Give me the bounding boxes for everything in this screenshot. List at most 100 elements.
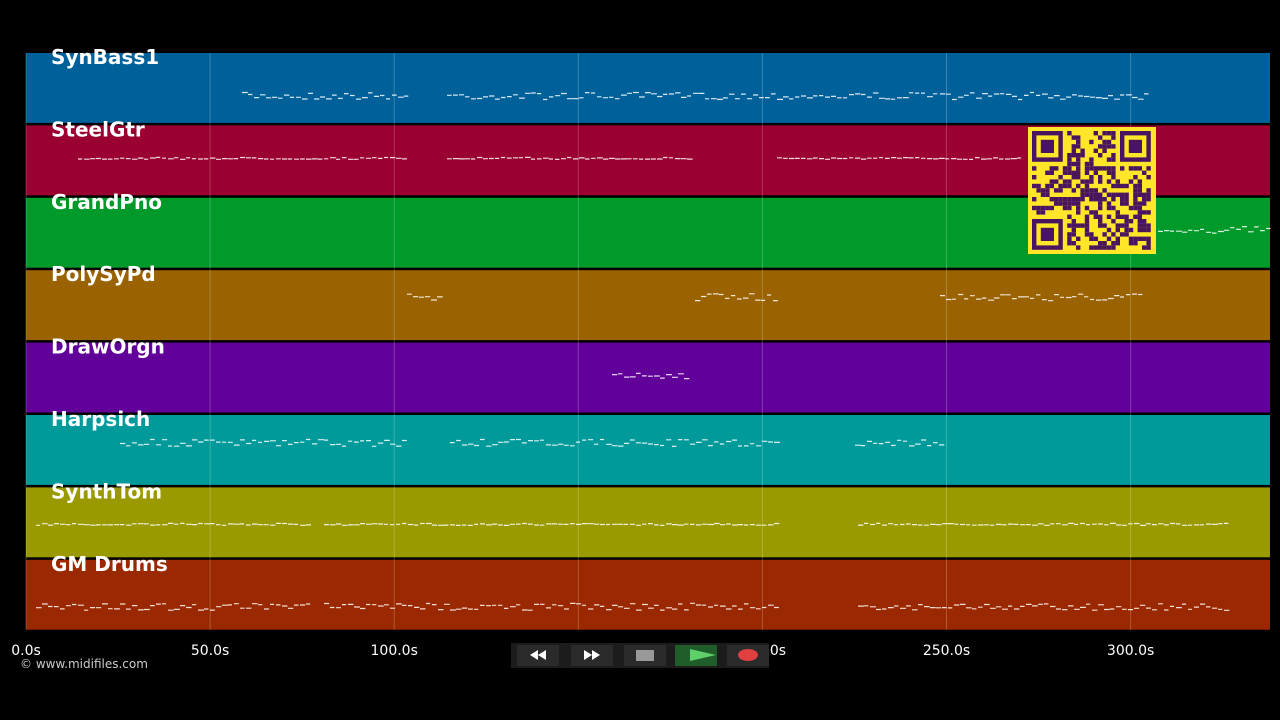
qr-module (1133, 166, 1138, 171)
qr-module (1032, 197, 1037, 202)
qr-module (1036, 205, 1041, 211)
qr-module (1067, 161, 1072, 167)
qr-module (1146, 192, 1151, 197)
qr-module (1137, 166, 1142, 171)
qr-module (1036, 188, 1041, 193)
qr-module (1036, 210, 1041, 215)
note-trace (858, 603, 1230, 611)
qr-module (1137, 223, 1142, 228)
qr-module (1040, 205, 1046, 211)
qr-module (1058, 183, 1063, 189)
track-name: SteelGtr (51, 117, 145, 141)
qr-module (1115, 179, 1120, 184)
qr-module (1045, 188, 1050, 193)
qr-module (1089, 161, 1094, 167)
qr-module (1089, 175, 1094, 180)
qr-module (1071, 148, 1076, 153)
qr-module (1146, 197, 1151, 202)
qr-module (1142, 219, 1147, 224)
qr-module (1080, 179, 1085, 184)
qr-module (1120, 183, 1125, 189)
qr-module (1128, 205, 1134, 211)
qr-module (1098, 201, 1103, 206)
qr-module (1089, 236, 1094, 241)
qr-module (1093, 192, 1098, 197)
qr-module (1098, 175, 1103, 180)
qr-module (1071, 201, 1076, 206)
qr-module (1093, 236, 1098, 241)
qr-module (1076, 197, 1081, 202)
track-name: SynthTom (51, 479, 162, 503)
qr-module (1067, 157, 1072, 162)
qr-module (1102, 166, 1107, 171)
qr-module (1084, 214, 1090, 219)
qr-module (1049, 197, 1054, 202)
qr-module (1062, 179, 1068, 184)
play-icon (690, 649, 716, 661)
qr-module (1067, 205, 1072, 211)
qr-module (1098, 192, 1103, 197)
qr-module (1106, 236, 1112, 241)
qr-module (1084, 219, 1090, 224)
qr-module (1106, 157, 1112, 162)
qr-module (1067, 179, 1072, 184)
qr-module (1076, 135, 1081, 140)
qr-module (1067, 236, 1072, 241)
qr-module (1102, 232, 1107, 237)
qr-module (1093, 210, 1098, 215)
transport-controls (511, 643, 769, 668)
qr-module (1137, 183, 1142, 189)
qr-module (1133, 188, 1138, 193)
qr-module (1137, 219, 1142, 224)
qr-module (1120, 223, 1125, 228)
qr-module (1106, 144, 1112, 149)
qr-module (1102, 241, 1107, 246)
qr-module (1133, 175, 1138, 180)
track-name: SynBass1 (51, 45, 159, 69)
qr-module (1071, 232, 1076, 237)
qr-module (1084, 179, 1090, 184)
qr-module (1102, 144, 1107, 149)
qr-module (1067, 197, 1072, 202)
qr-module (1089, 192, 1094, 197)
qr-module (1124, 201, 1129, 206)
qr-module (1146, 166, 1151, 171)
note-trace (120, 438, 407, 447)
track-name: PolySyPd (51, 262, 156, 286)
rewind-icon (530, 650, 546, 660)
qr-module (1054, 166, 1059, 171)
qr-module (1137, 227, 1142, 233)
qr-module (1084, 205, 1090, 211)
qr-module (1137, 236, 1142, 241)
qr-module (1137, 210, 1142, 215)
qr-module (1093, 170, 1098, 175)
qr-module (1089, 139, 1094, 145)
qr-module (1032, 205, 1037, 211)
qr-module (1133, 236, 1138, 241)
qr-module (1111, 197, 1116, 202)
qr-module (1076, 139, 1081, 145)
qr-module (1111, 205, 1116, 211)
qr-module (1124, 232, 1129, 237)
qr-module (1076, 166, 1081, 171)
qr-module (1032, 175, 1037, 180)
qr-module (1084, 227, 1090, 233)
qr-module (1142, 210, 1147, 215)
note-trace (855, 439, 945, 447)
qr-module (1133, 197, 1138, 202)
track-lane (26, 559, 1270, 630)
qr-finder (1119, 130, 1151, 162)
qr-module (1098, 135, 1103, 140)
qr-module (1124, 183, 1129, 189)
qr-module (1124, 197, 1129, 202)
qr-module (1058, 188, 1063, 193)
qr-module (1124, 227, 1129, 233)
qr-module (1111, 192, 1116, 197)
qr-module (1102, 139, 1107, 145)
qr-module (1084, 166, 1090, 171)
qr-module (1106, 131, 1112, 136)
note-trace (858, 522, 1229, 526)
qr-module (1067, 183, 1072, 189)
time-tick-label: 300.0s (1107, 643, 1154, 659)
